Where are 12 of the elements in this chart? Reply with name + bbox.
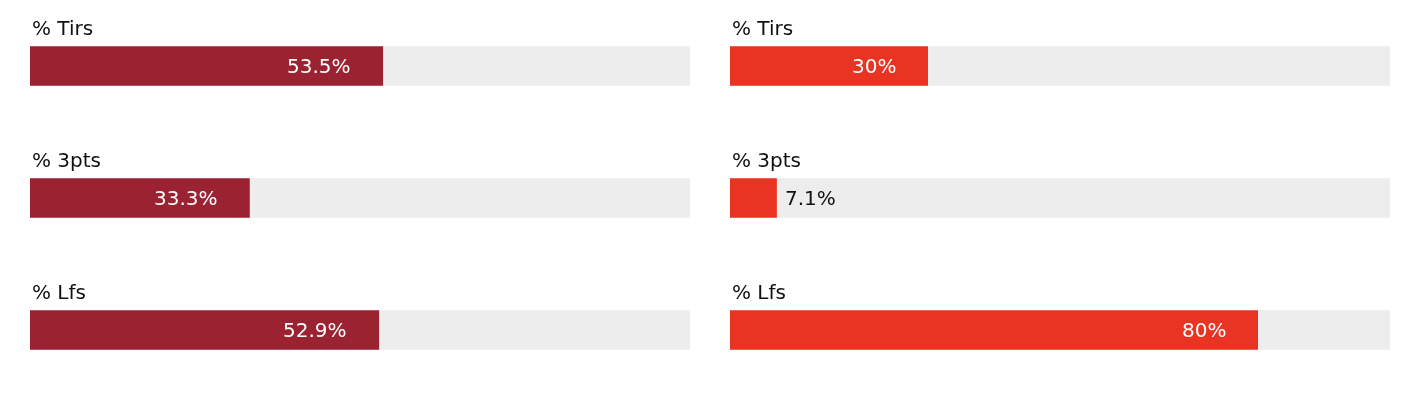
data-label: 52.9%: [283, 318, 347, 342]
y-tick-label: % Tirs: [732, 16, 794, 40]
y-tick-label: % Lfs: [732, 280, 786, 304]
data-label: 30%: [852, 54, 897, 78]
data-label: 7.1%: [785, 186, 836, 210]
data-label: 33.3%: [154, 186, 218, 210]
y-tick-label: % Lfs: [32, 280, 86, 304]
y-tick-label: % 3pts: [32, 148, 102, 172]
data-label: 80%: [1182, 318, 1227, 342]
data-label: 53.5%: [287, 54, 351, 78]
y-tick-label: % Tirs: [32, 16, 94, 40]
y-tick-label: % 3pts: [732, 148, 802, 172]
